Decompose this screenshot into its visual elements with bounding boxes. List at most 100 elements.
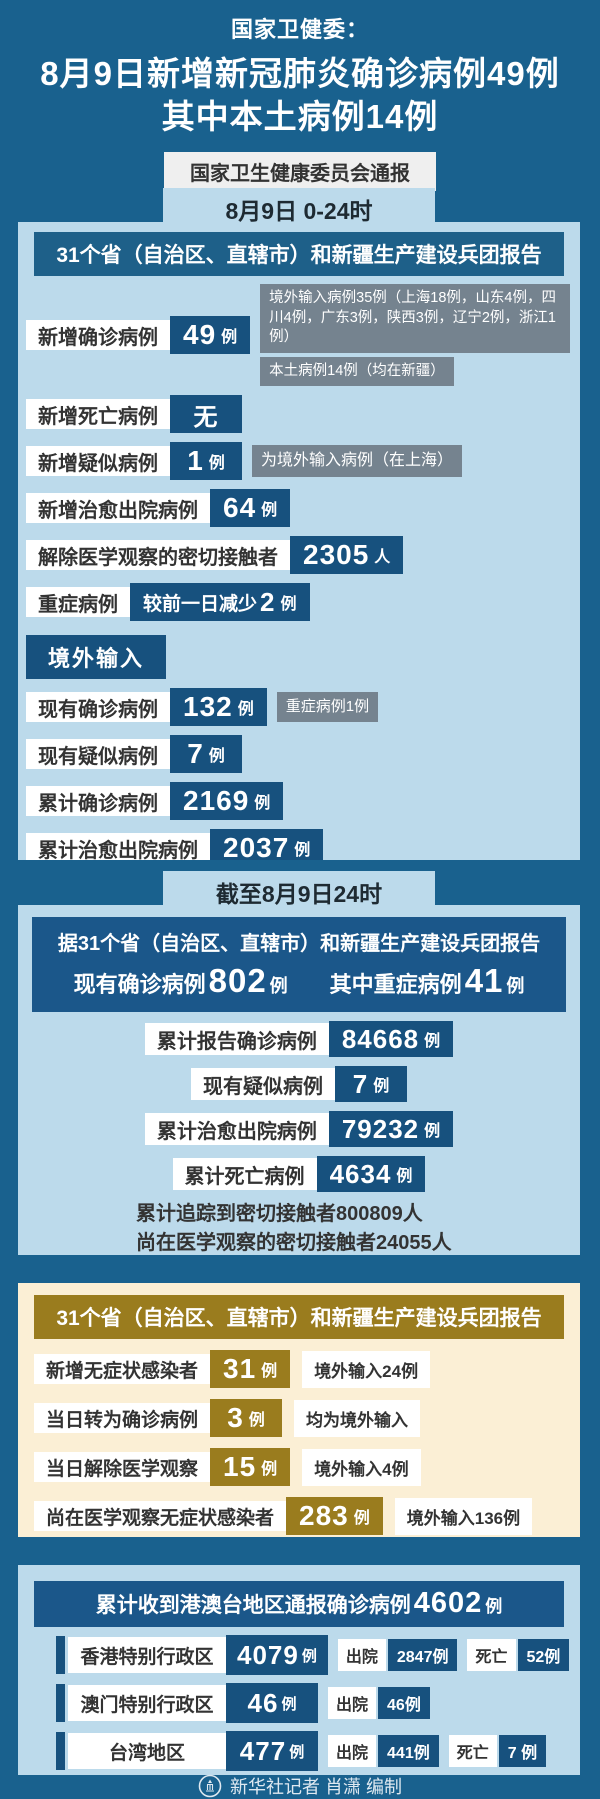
- stat-value-box: 1 例: [170, 442, 242, 481]
- stat-label: 累计死亡病例: [172, 1158, 317, 1190]
- stat-value: 7: [187, 738, 204, 770]
- discharge-value: 2847例: [387, 1639, 458, 1671]
- stat-unit: 例: [261, 1363, 278, 1380]
- stat-value-box: 132 例: [170, 688, 267, 727]
- stat-unit: 例: [424, 1033, 441, 1050]
- imported-note: 境外输入24例: [302, 1350, 431, 1388]
- stat-value: 2: [260, 586, 276, 617]
- cumulative-summary-box: 据31个省（自治区、直辖市）和新疆生产建设兵团报告 现有确诊病例 802 例 其…: [32, 917, 566, 1012]
- stat-value-box: 2305 人: [290, 536, 404, 575]
- hmt-total-value: 4602: [413, 1587, 483, 1619]
- panel-cumulative: 据31个省（自治区、直辖市）和新疆生产建设兵团报告 现有确诊病例 802 例 其…: [18, 905, 580, 1255]
- region-total-unit: 例: [281, 1695, 297, 1713]
- stat-label: 解除医学观察的密切接触者: [26, 540, 290, 571]
- death-value: 7 例: [498, 1735, 547, 1767]
- header: 国家卫健委： 8月9日新增新冠肺炎确诊病例49例 其中本土病例14例 国家卫生健…: [0, 12, 600, 191]
- panel-daily: 31个省（自治区、直辖市）和新疆生产建设兵团报告 新增确诊病例 49 例 境外输…: [18, 222, 580, 860]
- imported-note: 境外输入136例: [394, 1497, 533, 1535]
- discharge-value: 441例: [378, 1735, 439, 1767]
- region-total-box: 46 例: [226, 1683, 318, 1723]
- page-title-line2: 其中本土病例14例: [161, 97, 439, 135]
- region-name: 台湾地区: [68, 1733, 226, 1769]
- stat-value-box: 15 例: [210, 1448, 291, 1486]
- stat-value-box: 31 例: [210, 1350, 291, 1388]
- stat-row-imported-active: 现有确诊病例 132 例 重症病例1例: [26, 688, 570, 727]
- tab-daily: 8月9日 0-24时: [163, 188, 435, 224]
- stat-row-released-observation: 解除医学观察的密切接触者 2305 人: [26, 536, 570, 575]
- stat-row-new-asymptomatic: 新增无症状感染者 31 例 境外输入24例: [34, 1350, 570, 1388]
- stat-row-severe-cases: 重症病例 较前一日减少 2 例: [26, 583, 570, 622]
- severe-cases-value: 41: [464, 962, 504, 999]
- stat-row-converted-confirmed: 当日转为确诊病例 3 例 均为境外输入: [34, 1399, 570, 1437]
- stat-row-new-suspected: 新增疑似病例 1 例 为境外输入病例（在上海）: [26, 442, 570, 481]
- section-cumulative: 截至8月9日24时 据31个省（自治区、直辖市）和新疆生产建设兵团报告 现有确诊…: [18, 871, 580, 1255]
- region-name: 香港特别行政区: [68, 1637, 226, 1673]
- region-row-taiwan: 台湾地区 477 例 出院 441例 死亡 7 例: [56, 1731, 580, 1771]
- stat-value: 2169: [183, 785, 250, 817]
- stat-unit: 人: [374, 549, 391, 567]
- stat-label: 当日解除医学观察: [34, 1452, 211, 1482]
- region-total-unit: 例: [289, 1743, 305, 1761]
- stat-value: 7: [352, 1068, 369, 1099]
- contact-tracing-lines: 累计追踪到密切接触者800809人 尚在医学观察的密切接触者24055人: [136, 1200, 580, 1255]
- region-total: 4079: [237, 1639, 299, 1670]
- suspected-origin-note: 为境外输入病例（在上海）: [252, 445, 463, 478]
- stat-row-total-confirmed: 累计报告确诊病例 84668 例: [18, 1021, 580, 1057]
- stat-label: 现有确诊病例: [26, 692, 170, 723]
- stat-value: 64: [223, 492, 257, 524]
- death-label: 死亡: [467, 1639, 516, 1671]
- stat-value-box: 无: [170, 395, 242, 434]
- footer-credit: 新华社记者 肖潇 编制: [229, 1777, 402, 1797]
- stat-value-box: 7 例: [170, 735, 242, 774]
- region-row-macau: 澳门特别行政区 46 例 出院 46例: [56, 1683, 580, 1723]
- stat-prefix: 较前一日减少: [143, 593, 258, 615]
- stat-unit: 例: [261, 1461, 278, 1478]
- asymptomatic-scope-bar: 31个省（自治区、直辖市）和新疆生产建设兵团报告: [34, 1295, 564, 1339]
- imported-cases-subheader: 境外输入: [26, 635, 167, 680]
- severe-cases-unit: 例: [506, 976, 525, 996]
- stat-row-new-confirmed: 新增确诊病例 49 例 境外输入病例35例（上海18例，山东4例，四川4例，广东…: [26, 284, 570, 387]
- stat-value-box: 2037 例: [210, 829, 324, 860]
- hmt-total-bar: 累计收到港澳台地区通报确诊病例 4602 例: [34, 1581, 564, 1627]
- under-observation-line: 尚在医学观察的密切接触者24055人: [136, 1232, 452, 1254]
- region-total-unit: 例: [301, 1647, 317, 1665]
- stat-label: 尚在医学观察无症状感染者: [34, 1501, 287, 1531]
- stat-label: 重症病例: [26, 587, 130, 618]
- active-cases-label: 现有确诊病例: [73, 972, 206, 997]
- stat-value-box: 2169 例: [170, 782, 284, 821]
- local-cases-note: 本土病例14例（均在新疆）: [260, 356, 454, 387]
- imported-note: 均为境外输入: [294, 1399, 421, 1437]
- region-total: 477: [239, 1735, 287, 1766]
- stat-value-box: 79232 例: [328, 1111, 454, 1147]
- stat-value-box: 3 例: [210, 1399, 283, 1437]
- stat-value: 283: [299, 1500, 349, 1531]
- stat-row-imported-suspected: 现有疑似病例 7 例: [26, 735, 570, 774]
- hmt-total-unit: 例: [485, 1597, 503, 1616]
- stat-value-box: 64 例: [210, 489, 291, 528]
- stat-unit: 例: [208, 748, 225, 766]
- row-accent: [56, 1684, 65, 1722]
- stat-row-total-recovered: 累计治愈出院病例 79232 例: [18, 1111, 580, 1147]
- stat-value-box: 49 例: [170, 316, 251, 355]
- stat-notes: 境外输入病例35例（上海18例，山东4例，四川4例，广东3例，陕西3例，辽宁2例…: [260, 284, 570, 387]
- xinhua-logo-icon: [198, 1774, 222, 1798]
- stat-value: 3: [227, 1402, 244, 1433]
- discharge-label: 出院: [328, 1735, 377, 1767]
- stat-value: 79232: [341, 1113, 420, 1144]
- stat-label: 累计报告确诊病例: [144, 1023, 329, 1055]
- stat-row-new-deaths: 新增死亡病例 无: [26, 395, 570, 434]
- section-hk-macau-taiwan: 累计收到港澳台地区通报确诊病例 4602 例 香港特别行政区 4079 例 出院…: [18, 1565, 580, 1775]
- stat-unit: 例: [248, 1412, 265, 1429]
- stat-unit: 例: [261, 502, 278, 520]
- region-total-box: 4079 例: [226, 1635, 328, 1675]
- section-asymptomatic: 31个省（自治区、直辖市）和新疆生产建设兵团报告 新增无症状感染者 31 例 境…: [18, 1283, 580, 1537]
- stat-row-total-deaths: 累计死亡病例 4634 例: [18, 1156, 580, 1192]
- stat-value-box: 84668 例: [328, 1021, 454, 1057]
- region-total-box: 477 例: [226, 1731, 318, 1771]
- severe-note: 重症病例1例: [276, 692, 379, 723]
- stat-label: 现有疑似病例: [26, 739, 170, 770]
- stat-row-new-recovered: 新增治愈出院病例 64 例: [26, 489, 570, 528]
- panel-asymptomatic: 31个省（自治区、直辖市）和新疆生产建设兵团报告 新增无症状感染者 31 例 境…: [18, 1283, 580, 1537]
- panel-hk-macau-taiwan: 累计收到港澳台地区通报确诊病例 4602 例 香港特别行政区 4079 例 出院…: [18, 1565, 580, 1775]
